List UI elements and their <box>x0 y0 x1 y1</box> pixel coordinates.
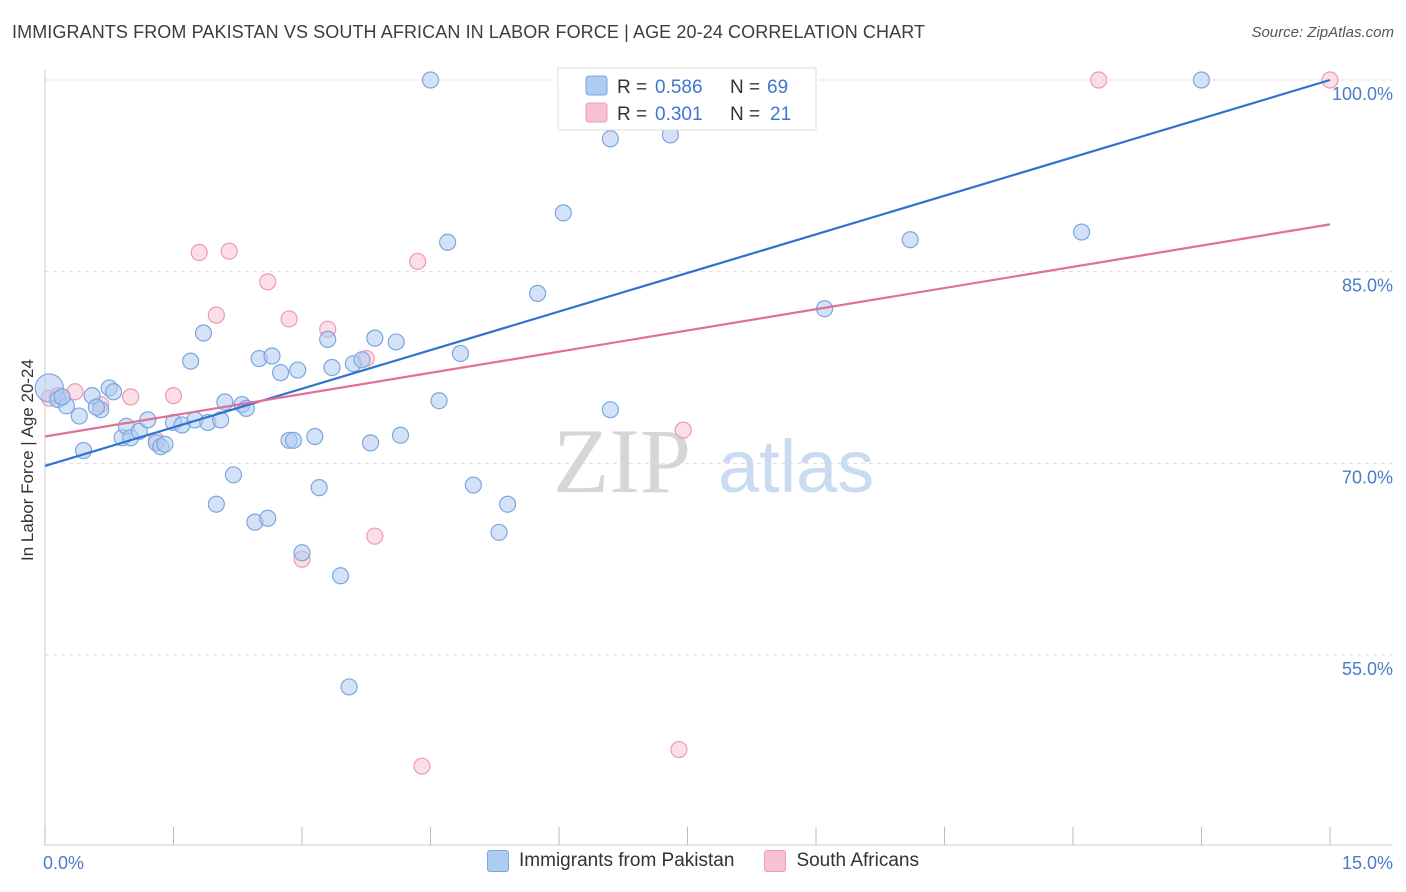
pakistan-point-47 <box>387 333 405 351</box>
south-african-point-17 <box>413 757 431 775</box>
legend-label-pakistan: Immigrants from Pakistan <box>519 850 735 871</box>
pakistan-point-23 <box>212 411 230 429</box>
x-tick-label-0: 0.0% <box>43 853 84 873</box>
pakistan-point-45 <box>361 434 380 452</box>
pakistan-point-49 <box>421 71 440 89</box>
top-legend: R = 0.586 N = 69 R = 0.301 N = 21 <box>557 67 817 131</box>
grid-lines <box>45 79 1392 656</box>
south-african-point-20 <box>1090 71 1108 89</box>
y-axis-title: In Labor Force | Age 20-24 <box>18 359 37 561</box>
pakistan-point-18 <box>182 352 200 370</box>
legend-n-value-2: 21 <box>770 104 791 125</box>
pakistan-point-48 <box>391 426 410 444</box>
y-tick-label-0: 100.0% <box>1332 84 1393 104</box>
pakistan-point-63 <box>901 231 919 249</box>
legend-n-value-1: 69 <box>767 77 788 98</box>
south-african-point-7 <box>190 243 208 262</box>
pakistan-point-56 <box>528 284 547 302</box>
south-african-point-18 <box>670 740 688 759</box>
tick-labels: 100.0% 85.0% 70.0% 55.0% 0.0% 15.0% <box>43 84 1393 873</box>
pakistan-point-50 <box>430 392 448 410</box>
legend-swatch-pink <box>585 102 608 123</box>
legend-item-south-africans[interactable]: South Africans <box>764 850 919 872</box>
pakistan-point-30 <box>259 509 277 527</box>
pakistan-point-44 <box>353 351 371 369</box>
legend-swatch-pakistan <box>487 850 510 872</box>
pakistan-point-3 <box>70 407 88 425</box>
y-tick-label-3: 55.0% <box>1342 659 1393 679</box>
watermark: ZIP atlas <box>553 410 874 512</box>
trend-lines <box>44 78 1331 467</box>
pakistan-point-58 <box>601 401 620 419</box>
south-african-point-8 <box>207 306 225 324</box>
y-tick-label-1: 85.0% <box>1342 276 1393 296</box>
pakistan-point-36 <box>293 544 311 562</box>
pakistan-point-51 <box>439 233 457 251</box>
pakistan-point-32 <box>271 364 290 382</box>
pakistan-point-39 <box>319 330 337 348</box>
south-african-point-15 <box>366 527 384 545</box>
pakistan-point-41 <box>331 567 350 585</box>
pakistan-point-20 <box>194 324 213 342</box>
south-african-point-9 <box>220 242 238 260</box>
series-pakistan <box>34 71 1211 696</box>
pakistan-point-68 <box>156 435 174 453</box>
pakistan-point-66 <box>53 388 71 406</box>
pakistan-point-25 <box>224 466 243 484</box>
pakistan-point-40 <box>323 358 341 377</box>
pakistan-point-42 <box>340 678 358 696</box>
axes <box>44 70 1392 846</box>
south-african-point-4 <box>122 388 140 406</box>
pakistan-point-57 <box>554 204 572 222</box>
legend-r-value-1: 0.586 <box>655 77 703 98</box>
watermark-atlas: atlas <box>718 425 874 508</box>
legend-n-label-1: N = <box>730 77 760 98</box>
legend-r-label-2: R = <box>617 104 647 125</box>
pakistan-point-31 <box>263 347 281 365</box>
pakistan-point-38 <box>310 479 328 497</box>
south-african-point-6 <box>164 387 183 405</box>
chart-source: Source: ZipAtlas.com <box>1251 24 1394 41</box>
legend-swatch-blue <box>585 75 608 96</box>
south-african-point-10 <box>259 273 277 291</box>
legend-swatch-south-africans <box>764 850 787 872</box>
south-african-point-11 <box>280 310 298 328</box>
legend-r-value-2: 0.301 <box>655 104 703 125</box>
pakistan-point-34 <box>284 431 303 449</box>
y-tick-label-2: 70.0% <box>1342 467 1393 487</box>
pakistan-point-8 <box>104 383 123 401</box>
legend-r-label-1: R = <box>617 77 647 98</box>
pakistan-point-46 <box>366 329 384 347</box>
pakistan-point-67 <box>87 398 106 416</box>
pakistan-point-59 <box>601 130 620 148</box>
bottom-legend: Immigrants from Pakistan South Africans <box>0 850 1406 872</box>
pakistan-point-22 <box>207 495 225 513</box>
south-african-trend-line <box>44 223 1331 438</box>
watermark-zip: ZIP <box>553 410 691 512</box>
x-tick-label-1: 15.0% <box>1342 853 1393 873</box>
pakistan-point-37 <box>306 427 324 446</box>
legend-item-pakistan[interactable]: Immigrants from Pakistan <box>487 850 734 872</box>
legend-n-label-2: N = <box>730 104 760 125</box>
chart-title: IMMIGRANTS FROM PAKISTAN VS SOUTH AFRICA… <box>12 22 926 42</box>
legend-label-south-africans: South Africans <box>796 850 919 871</box>
pakistan-point-53 <box>464 476 482 494</box>
pakistan-trend-line <box>44 78 1331 467</box>
south-african-point-19 <box>674 421 692 439</box>
pakistan-point-35 <box>289 361 307 379</box>
south-african-point-16 <box>409 252 427 271</box>
pakistan-point-54 <box>490 523 508 541</box>
pakistan-point-52 <box>451 344 470 363</box>
pakistan-point-64 <box>1072 223 1091 241</box>
pakistan-point-55 <box>499 495 517 513</box>
pakistan-point-65 <box>1192 71 1211 89</box>
